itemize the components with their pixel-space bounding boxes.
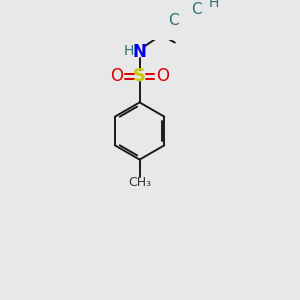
Text: H: H <box>123 44 134 58</box>
Text: S: S <box>133 68 146 85</box>
Text: H: H <box>209 0 219 10</box>
Text: N: N <box>133 43 146 61</box>
Text: O: O <box>110 68 123 85</box>
Text: CH₃: CH₃ <box>128 176 151 190</box>
Text: C: C <box>191 2 201 17</box>
Text: C: C <box>168 13 179 28</box>
Text: O: O <box>157 68 169 85</box>
